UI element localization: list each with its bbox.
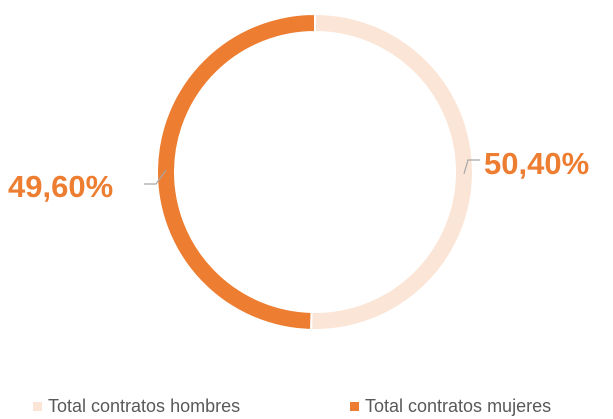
data-label-mujeres: 49,60% [8,169,113,204]
slice-hombres [310,12,474,331]
legend-swatch-hombres [33,402,42,411]
leader-lines [144,159,480,185]
legend-label-mujeres: Total contratos mujeres [365,396,552,416]
legend-item-hombres: Total contratos hombres [33,396,240,417]
legend-swatch-mujeres [350,402,359,411]
leader-line-hombres [463,159,480,175]
legend-item-mujeres: Total contratos mujeres [350,396,551,417]
legend-label-hombres: Total contratos hombres [48,396,241,416]
data-label-hombres: 50,40% [484,146,589,181]
leader-line-mujeres [144,169,167,185]
donut-slices [156,12,474,331]
slice-mujeres [156,12,316,331]
legend: Total contratos hombres Total contratos … [0,396,613,418]
